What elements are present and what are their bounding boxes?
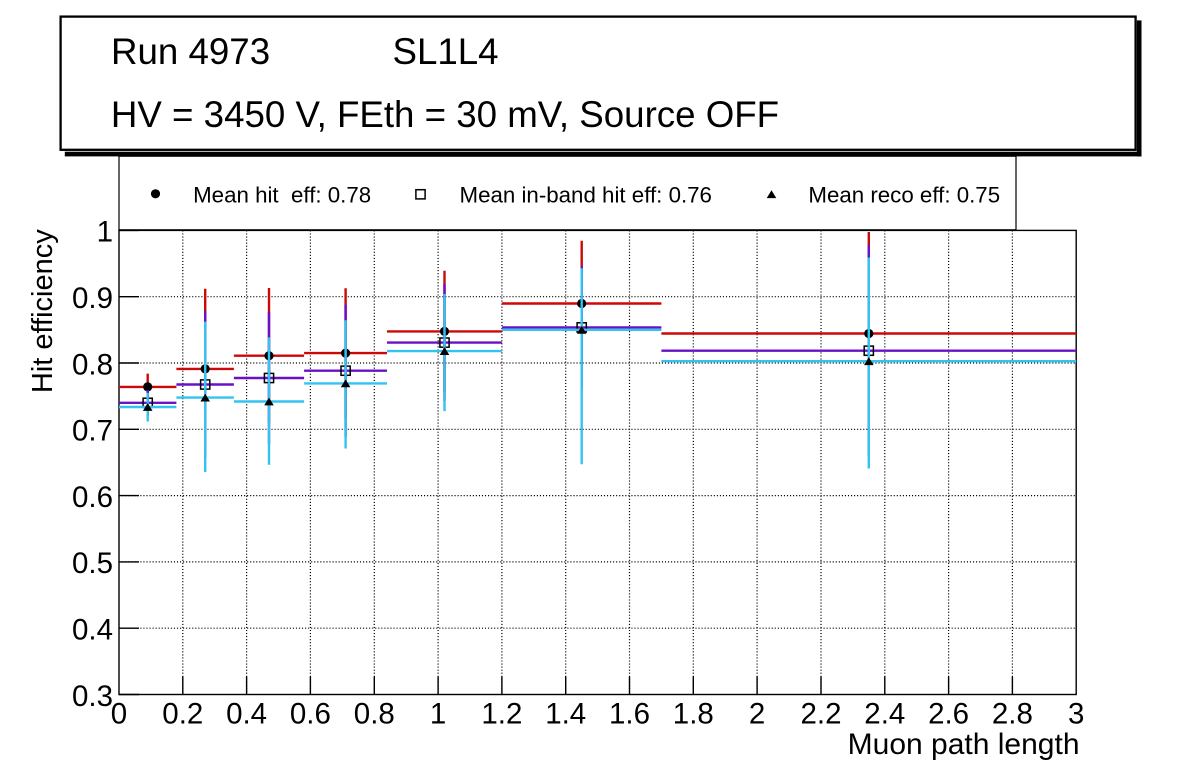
svg-text:0.6: 0.6 [72,481,113,514]
svg-text:0.4: 0.4 [72,614,113,647]
svg-text:0.8: 0.8 [354,698,395,731]
svg-text:2.2: 2.2 [800,698,841,731]
svg-text:Hit efficiency: Hit efficiency [27,229,59,393]
svg-text:1.4: 1.4 [545,698,586,731]
svg-text:2.6: 2.6 [928,698,969,731]
svg-text:0.8: 0.8 [72,348,113,381]
svg-text:2: 2 [749,698,765,731]
svg-text:SL1L4: SL1L4 [393,31,499,72]
svg-text:1: 1 [97,216,113,249]
svg-text:0: 0 [111,698,127,731]
svg-text:0.9: 0.9 [72,282,113,315]
svg-text:1: 1 [430,698,446,731]
svg-text:0.2: 0.2 [162,698,203,731]
svg-text:0.3: 0.3 [72,680,113,713]
svg-text:Muon path length: Muon path length [848,728,1080,761]
svg-text:0.5: 0.5 [72,547,113,580]
svg-text:1.2: 1.2 [481,698,522,731]
svg-text:1.6: 1.6 [609,698,650,731]
svg-text:Run 4973: Run 4973 [111,31,270,72]
svg-text:HV = 3450 V, FEth = 30 mV, Sou: HV = 3450 V, FEth = 30 mV, Source OFF [111,94,779,135]
svg-text:0.7: 0.7 [72,415,113,448]
svg-text:1.8: 1.8 [673,698,714,731]
svg-text:2.4: 2.4 [864,698,905,731]
svg-text:0.6: 0.6 [290,698,331,731]
svg-text:2.8: 2.8 [992,698,1033,731]
svg-text:0.4: 0.4 [226,698,267,731]
svg-text:Mean reco eff: 0.75: Mean reco eff: 0.75 [808,182,1000,207]
svg-text:Mean in-band hit eff: 0.76: Mean in-band hit eff: 0.76 [460,182,712,207]
svg-text:3: 3 [1068,698,1084,731]
svg-text:Mean hit eff: 0.78: Mean hit eff: 0.78 [193,182,371,207]
